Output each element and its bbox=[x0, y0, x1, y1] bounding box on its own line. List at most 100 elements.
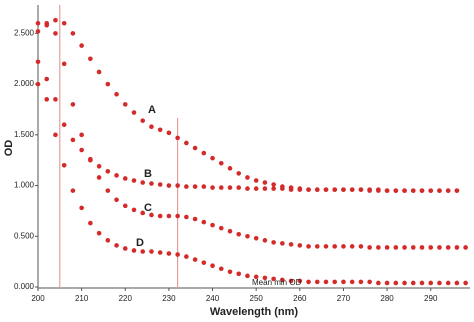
data-point bbox=[428, 245, 434, 250]
data-point bbox=[201, 184, 207, 189]
curve-label: A bbox=[148, 104, 156, 116]
data-point bbox=[245, 273, 250, 279]
data-point bbox=[358, 244, 364, 249]
data-point bbox=[61, 122, 67, 127]
data-point bbox=[349, 244, 355, 249]
data-point bbox=[131, 207, 137, 213]
data-point bbox=[149, 124, 154, 130]
data-point bbox=[218, 225, 224, 231]
x-tick-label: 260 bbox=[293, 294, 307, 303]
y-tick-label: 0.000 bbox=[14, 282, 35, 291]
data-point bbox=[376, 188, 381, 193]
x-axis-title: Wavelength (nm) bbox=[210, 306, 299, 318]
data-point bbox=[236, 271, 242, 277]
data-point bbox=[332, 244, 338, 249]
data-point bbox=[79, 132, 84, 138]
data-point bbox=[131, 178, 137, 183]
data-point bbox=[393, 188, 399, 193]
data-point bbox=[105, 238, 111, 243]
data-point bbox=[157, 182, 163, 187]
data-point bbox=[44, 22, 50, 28]
data-point bbox=[157, 127, 163, 133]
data-point bbox=[184, 214, 189, 220]
data-point bbox=[131, 110, 137, 115]
data-point bbox=[236, 231, 242, 237]
data-point bbox=[402, 245, 407, 250]
data-point bbox=[218, 266, 224, 272]
data-point bbox=[384, 280, 390, 286]
data-point bbox=[367, 279, 372, 285]
data-point bbox=[210, 155, 215, 161]
data-point bbox=[201, 150, 207, 156]
data-point bbox=[402, 280, 407, 286]
data-point bbox=[218, 185, 224, 190]
data-point bbox=[288, 242, 294, 247]
data-point bbox=[393, 245, 399, 250]
data-point bbox=[175, 183, 180, 188]
data-point bbox=[236, 185, 242, 190]
data-point bbox=[271, 240, 276, 245]
data-point bbox=[341, 187, 346, 192]
data-point bbox=[236, 171, 242, 176]
y-tick-label: 2.500 bbox=[14, 29, 35, 38]
data-point bbox=[437, 280, 442, 286]
x-tick-label: 220 bbox=[119, 294, 133, 303]
data-point bbox=[166, 251, 172, 256]
data-point bbox=[70, 188, 76, 193]
curve-label: B bbox=[144, 168, 152, 180]
data-point bbox=[245, 175, 250, 180]
x-tick-label: 290 bbox=[424, 294, 438, 303]
data-point bbox=[79, 205, 84, 211]
data-point bbox=[79, 147, 84, 153]
data-point bbox=[314, 279, 320, 285]
data-point bbox=[463, 245, 468, 250]
data-point bbox=[445, 280, 451, 286]
data-point bbox=[323, 279, 329, 285]
data-point bbox=[314, 187, 320, 192]
data-point bbox=[140, 118, 146, 123]
data-point bbox=[428, 188, 434, 193]
x-tick-label: 250 bbox=[250, 294, 264, 303]
data-point bbox=[53, 17, 58, 23]
data-point bbox=[166, 213, 172, 219]
data-point bbox=[454, 280, 460, 286]
data-point bbox=[157, 213, 163, 219]
data-point bbox=[157, 250, 163, 255]
data-point bbox=[131, 248, 137, 253]
data-point bbox=[384, 188, 390, 193]
data-point bbox=[61, 162, 67, 168]
data-point bbox=[166, 183, 172, 188]
data-point bbox=[358, 279, 364, 285]
data-point bbox=[445, 188, 451, 193]
data-point bbox=[53, 132, 58, 138]
data-point bbox=[61, 20, 67, 26]
data-point bbox=[122, 203, 128, 209]
data-point bbox=[175, 252, 180, 257]
data-point bbox=[341, 244, 346, 249]
data-point bbox=[192, 257, 198, 262]
data-point bbox=[192, 145, 198, 151]
data-point bbox=[262, 186, 268, 191]
data-point bbox=[262, 275, 268, 281]
curve-label: C bbox=[144, 202, 152, 214]
data-point bbox=[253, 236, 259, 241]
y-tick-label: 1.000 bbox=[14, 181, 35, 190]
data-point bbox=[149, 181, 154, 186]
annotation: Mean min OD bbox=[252, 278, 302, 287]
data-point bbox=[122, 102, 128, 107]
data-point bbox=[122, 246, 128, 251]
data-point bbox=[210, 185, 215, 190]
data-point bbox=[376, 245, 381, 250]
data-point bbox=[44, 97, 50, 102]
data-point bbox=[410, 245, 416, 250]
data-point bbox=[88, 56, 93, 62]
data-point bbox=[419, 245, 425, 250]
data-point bbox=[349, 187, 355, 192]
data-point bbox=[253, 186, 259, 191]
data-point bbox=[323, 187, 329, 192]
data-point bbox=[201, 260, 207, 265]
data-point bbox=[271, 186, 276, 191]
data-point bbox=[271, 182, 276, 187]
data-point bbox=[454, 188, 460, 193]
